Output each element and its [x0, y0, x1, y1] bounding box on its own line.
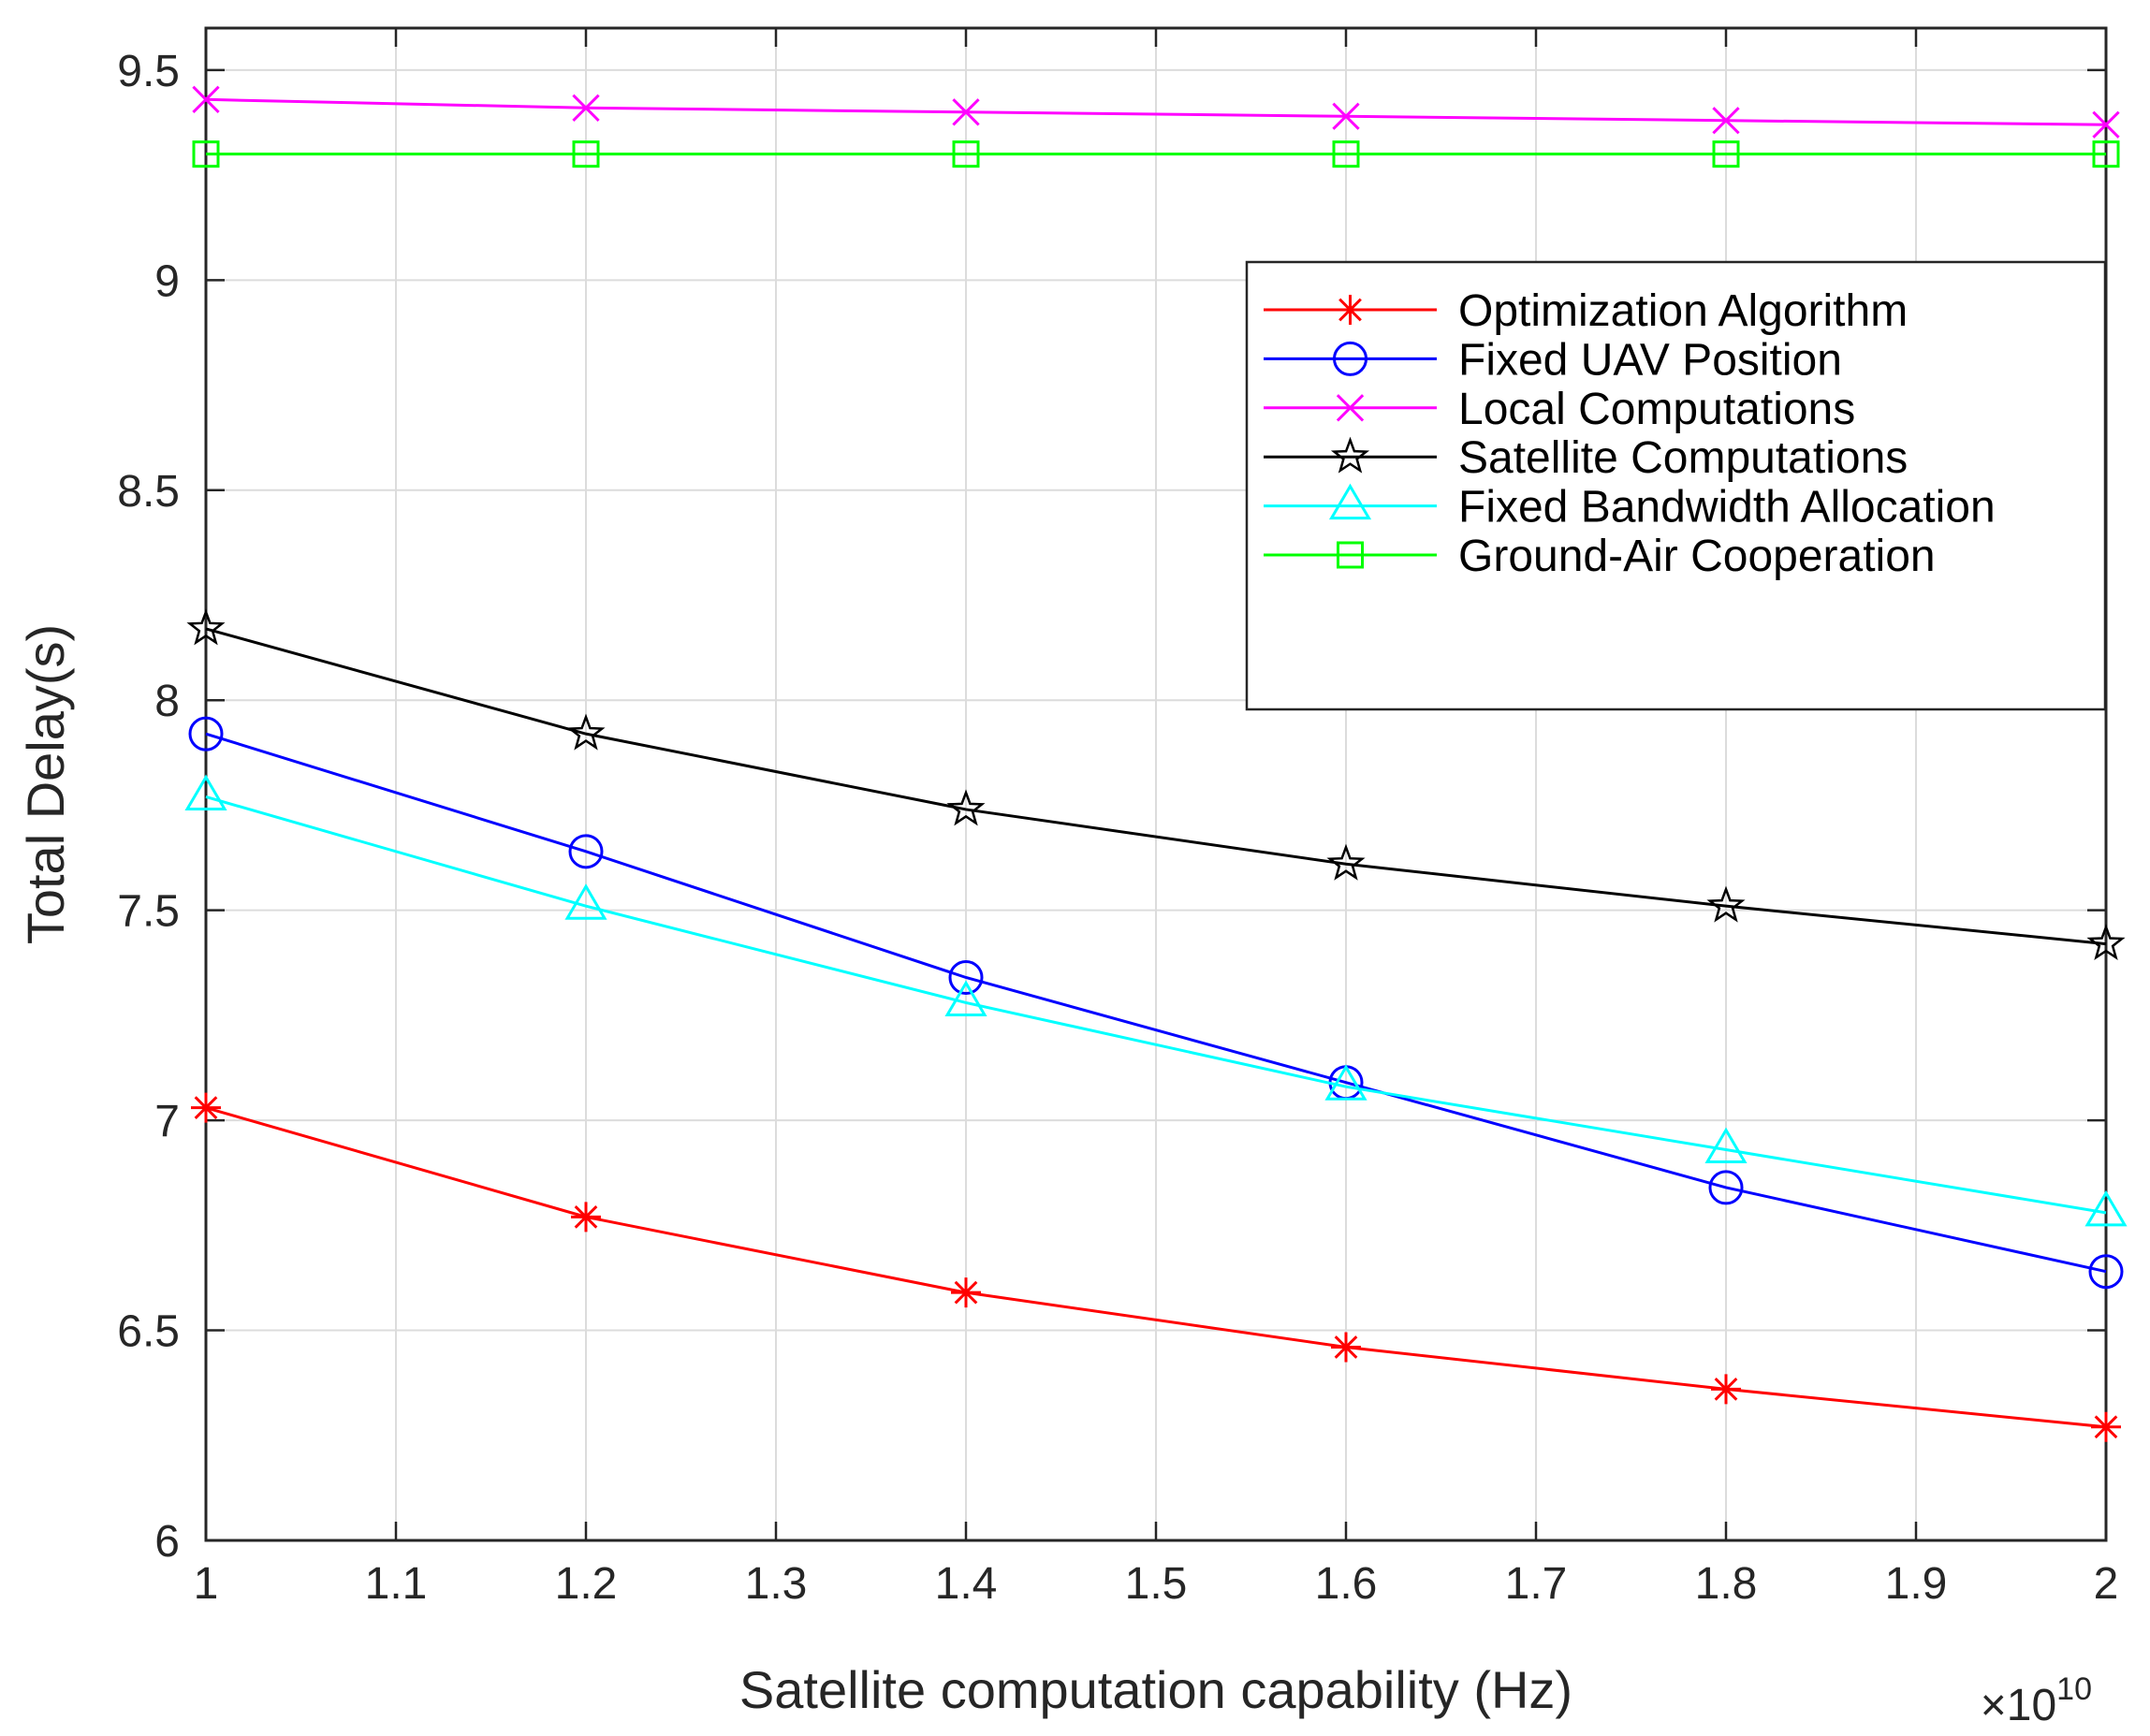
y-tick-label: 7.5 — [117, 887, 180, 937]
x-tick-label: 1.1 — [365, 1559, 428, 1609]
x-axis-title: Satellite computation capability (Hz) — [739, 1660, 1572, 1719]
x-tick-label: 1.4 — [935, 1559, 998, 1609]
circle-marker — [2088, 1254, 2124, 1290]
tick-labels: 1 1.1 1.2 1.3 1.4 1.5 1.6 1.7 1.8 1.9 2 6 6.5 7 7.5 8 8.… — [117, 47, 2118, 1609]
x-marker — [192, 85, 220, 113]
asterisk-marker — [571, 1202, 601, 1233]
exponent-base: ×10 — [1981, 1681, 2056, 1730]
y-tick-label: 8 — [154, 677, 180, 726]
x-tick-label: 1 — [194, 1559, 219, 1609]
legend-entry: Ground-Air Cooperation — [1264, 532, 1936, 581]
y-axis-title: Total Delay(s) — [16, 624, 75, 944]
asterisk-marker — [1335, 295, 1366, 325]
square-marker — [572, 140, 600, 168]
circle-marker — [948, 959, 984, 995]
series-line — [205, 1106, 2107, 1429]
x-tick-label: 1.5 — [1125, 1559, 1188, 1609]
x-tick-label: 1.8 — [1695, 1559, 1758, 1609]
legend-entry: Satellite Computations — [1264, 433, 1908, 483]
y-tick-label: 6.5 — [117, 1307, 180, 1357]
legend-label: Satellite Computations — [1458, 433, 1908, 483]
y-tick-label: 8.5 — [117, 467, 180, 517]
legend-label: Local Computations — [1458, 385, 1855, 434]
y-tick-label: 6 — [154, 1517, 180, 1567]
star-marker — [566, 713, 606, 751]
series-fixed-uav-position — [188, 716, 2124, 1290]
triangle-marker — [1324, 1064, 1368, 1101]
triangle-marker — [1328, 483, 1372, 520]
series-local-computations — [192, 85, 2120, 139]
legend-label: Fixed Bandwidth Allocation — [1458, 483, 1996, 532]
legend-label: Optimization Algorithm — [1458, 286, 1908, 336]
legend-entry: Optimization Algorithm — [1264, 286, 1908, 336]
legend-entry: Fixed UAV Position — [1264, 335, 1842, 385]
triangle-marker — [944, 980, 987, 1016]
series-line — [205, 97, 2107, 126]
series-line — [205, 795, 2107, 1215]
exponent-power: 10 — [2056, 1671, 2092, 1707]
star-marker — [186, 608, 226, 646]
series-satellite-computations — [186, 608, 2126, 961]
star-marker — [1330, 436, 1370, 474]
x-tick-label: 1.9 — [1885, 1559, 1948, 1609]
star-marker — [946, 789, 986, 826]
x-tick-label: 1.2 — [555, 1559, 618, 1609]
triangle-marker — [184, 774, 227, 810]
asterisk-marker — [191, 1092, 221, 1123]
circle-marker — [188, 716, 224, 751]
y-tick-label: 9 — [154, 256, 180, 306]
y-tick-label: 7 — [154, 1097, 180, 1146]
legend-entry: Fixed Bandwidth Allocation — [1264, 483, 1996, 532]
circle-marker — [568, 834, 604, 869]
x-marker — [1332, 102, 1360, 130]
square-marker — [1332, 140, 1360, 168]
x-tick-label: 1.6 — [1315, 1559, 1378, 1609]
legend-label: Fixed UAV Position — [1458, 335, 1842, 385]
asterisk-marker — [2091, 1411, 2121, 1442]
circle-marker — [1333, 341, 1368, 376]
x-marker — [1336, 394, 1365, 422]
x-axis-exponent-label: ×1010 — [1981, 1671, 2092, 1730]
x-tick-label: 1.3 — [745, 1559, 808, 1609]
square-marker — [192, 140, 220, 168]
x-marker — [572, 94, 600, 122]
square-marker — [1712, 140, 1740, 168]
series-optimization-algorithm — [191, 1092, 2121, 1442]
star-marker — [1706, 885, 1746, 923]
x-tick-label: 2 — [2094, 1559, 2119, 1609]
triangle-marker — [1704, 1127, 1748, 1164]
x-marker — [1712, 107, 1740, 135]
star-marker — [1326, 843, 1366, 881]
data-series — [184, 85, 2128, 1442]
series-line — [205, 627, 2107, 946]
x-marker — [2092, 110, 2120, 139]
square-marker — [2092, 140, 2120, 168]
legend-entry: Local Computations — [1264, 385, 1855, 434]
circle-marker — [1708, 1170, 1744, 1205]
star-marker — [2086, 923, 2126, 961]
square-marker — [1337, 541, 1364, 569]
series-ground-air-cooperation — [192, 140, 2120, 168]
asterisk-marker — [1711, 1374, 1741, 1405]
square-marker — [952, 140, 980, 168]
triangle-marker — [564, 883, 607, 920]
series-line — [205, 732, 2107, 1274]
x-tick-label: 1.7 — [1505, 1559, 1568, 1609]
x-marker — [952, 98, 980, 126]
series-fixed-bandwidth-allocation — [184, 774, 2128, 1227]
asterisk-marker — [951, 1277, 981, 1308]
y-tick-label: 9.5 — [117, 47, 180, 96]
triangle-marker — [2084, 1189, 2128, 1227]
legend-box — [1245, 260, 2107, 711]
asterisk-marker — [1331, 1332, 1361, 1363]
legend-label: Ground-Air Cooperation — [1458, 532, 1936, 581]
